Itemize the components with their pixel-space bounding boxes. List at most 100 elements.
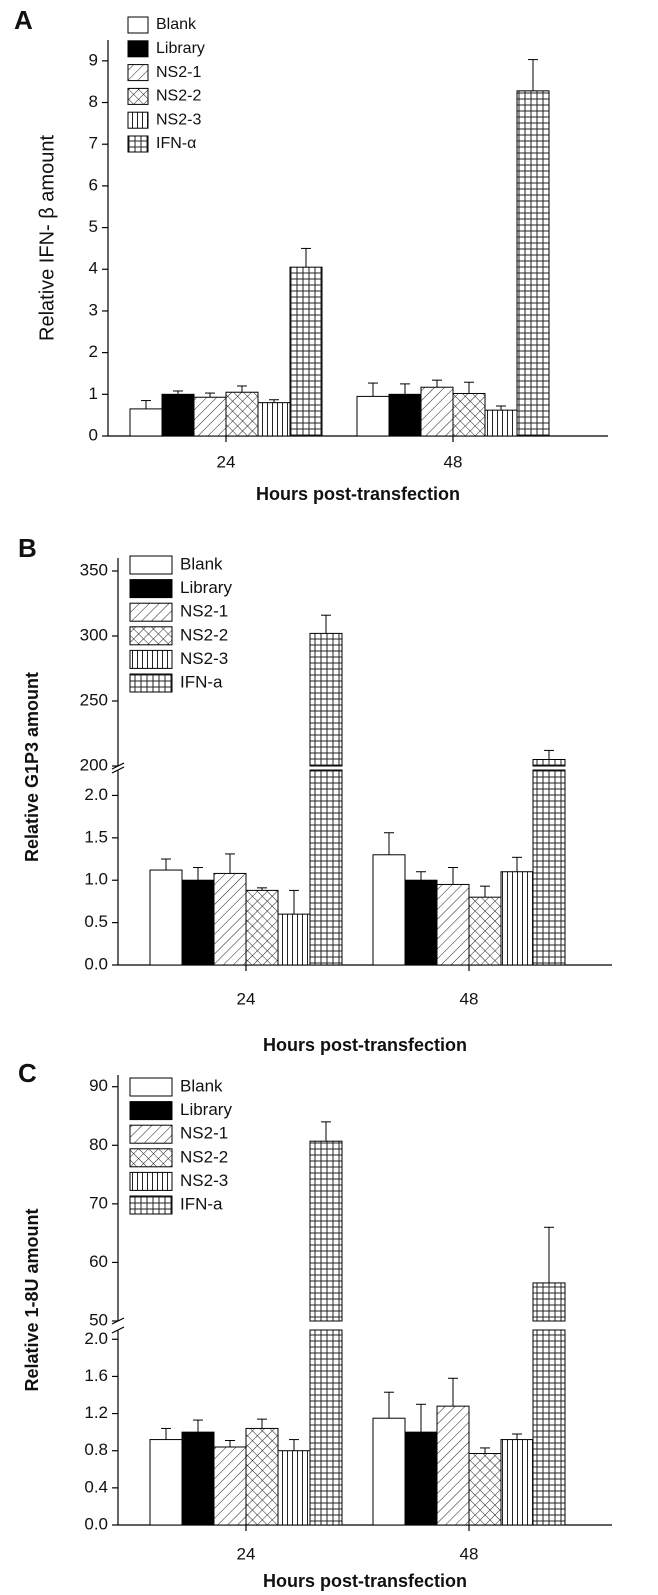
x-tick-label: 24 — [217, 452, 236, 471]
bar — [309, 1329, 343, 1526]
legend-swatch — [129, 1148, 173, 1168]
y-tick-label: 5 — [89, 217, 98, 236]
x-tick-label: 24 — [237, 1544, 256, 1563]
bar — [245, 889, 279, 966]
legend-label: IFN-α — [156, 135, 196, 152]
bar — [129, 408, 163, 437]
y-tick-label: 1.5 — [84, 827, 108, 846]
y-tick-label: 50 — [89, 1310, 108, 1329]
bar — [161, 393, 195, 437]
legend-label: Blank — [180, 1076, 223, 1095]
y-axis-title: Relative 1-8U amount — [22, 1208, 42, 1391]
bar — [277, 913, 311, 966]
legend-swatch — [129, 1124, 173, 1144]
bar — [516, 90, 550, 437]
y-tick-label: 0.8 — [84, 1440, 108, 1459]
bar-top — [532, 759, 566, 767]
legend-swatch — [127, 111, 149, 129]
legend-label: IFN-a — [180, 672, 223, 691]
x-tick-label: 48 — [460, 989, 479, 1008]
bar — [213, 872, 247, 966]
bar — [277, 1450, 311, 1526]
y-tick-label: 0.5 — [84, 912, 108, 931]
legend-label: NS2-3 — [180, 1171, 228, 1190]
x-tick-label: 24 — [237, 989, 256, 1008]
legend-label: NS2-2 — [180, 1147, 228, 1166]
axis-break — [111, 1326, 125, 1334]
axis-break — [111, 766, 125, 774]
y-tick-label: 350 — [80, 560, 108, 579]
y-tick-label: 3 — [89, 300, 98, 319]
y-axis-title: Relative IFN- β amount — [36, 135, 58, 341]
bar — [149, 869, 183, 966]
y-tick-label: 70 — [89, 1193, 108, 1212]
legend-label: IFN-a — [180, 1194, 223, 1213]
legend-swatch — [129, 1195, 173, 1215]
y-tick-label: 2.0 — [84, 1329, 108, 1348]
bar — [420, 386, 454, 437]
legend-swatch — [127, 87, 149, 105]
legend-swatch — [129, 673, 173, 693]
x-tick-label: 48 — [460, 1544, 479, 1563]
bar — [193, 396, 227, 437]
y-tick-label: 0.0 — [84, 954, 108, 973]
bar — [213, 1446, 247, 1526]
y-tick-label: 200 — [80, 755, 108, 774]
bar-top — [309, 1140, 343, 1322]
bar — [289, 266, 323, 437]
legend-swatch — [129, 649, 173, 669]
bar-top — [309, 632, 343, 767]
y-tick-label: 80 — [89, 1135, 108, 1154]
legend-label: NS2-3 — [180, 649, 228, 668]
legend-swatch — [129, 626, 173, 646]
panel-label: C — [18, 1058, 37, 1088]
x-axis-title: Hours post-transfection — [263, 1571, 467, 1591]
legend-label: NS2-1 — [156, 64, 201, 81]
legend-label: NS2-2 — [180, 625, 228, 644]
x-axis-title: Hours post-transfection — [263, 1035, 467, 1055]
legend-label: Library — [156, 40, 205, 57]
bar — [532, 1329, 566, 1526]
legend-swatch — [127, 135, 149, 153]
x-tick-label: 48 — [444, 452, 463, 471]
legend-label: Library — [180, 578, 232, 597]
bar-top — [532, 1282, 566, 1322]
y-tick-label: 2 — [89, 342, 98, 361]
bar — [500, 1439, 534, 1526]
bar — [404, 1431, 438, 1526]
panel-label: A — [14, 5, 33, 35]
y-tick-label: 1 — [89, 384, 98, 403]
legend-label: NS2-1 — [180, 1124, 228, 1143]
y-tick-label: 0 — [89, 425, 98, 444]
y-tick-label: 8 — [89, 92, 98, 111]
bar — [181, 1431, 215, 1526]
bar — [452, 392, 486, 437]
legend-swatch — [129, 1101, 173, 1121]
y-tick-label: 9 — [89, 50, 98, 69]
y-tick-label: 6 — [89, 175, 98, 194]
y-tick-label: 4 — [89, 259, 98, 278]
legend-swatch — [127, 16, 149, 34]
y-tick-label: 60 — [89, 1252, 108, 1271]
y-tick-label: 7 — [89, 134, 98, 153]
bar — [404, 879, 438, 966]
bar — [500, 871, 534, 966]
legend-swatch — [127, 40, 149, 58]
y-axis-title: Relative G1P3 amount — [22, 672, 42, 862]
bar — [372, 854, 406, 966]
y-tick-label: 90 — [89, 1076, 108, 1095]
y-tick-label: 1.2 — [84, 1403, 108, 1422]
y-tick-label: 250 — [80, 690, 108, 709]
bar — [468, 896, 502, 966]
y-tick-label: 300 — [80, 625, 108, 644]
bar — [149, 1439, 183, 1526]
legend-label: Library — [180, 1100, 232, 1119]
y-tick-label: 0.0 — [84, 1514, 108, 1533]
bar — [468, 1453, 502, 1526]
bar — [245, 1427, 279, 1526]
legend-label: NS2-2 — [156, 88, 201, 105]
bar — [436, 1405, 470, 1526]
bar — [388, 393, 422, 437]
bar — [356, 395, 390, 437]
legend-label: Blank — [180, 554, 223, 573]
